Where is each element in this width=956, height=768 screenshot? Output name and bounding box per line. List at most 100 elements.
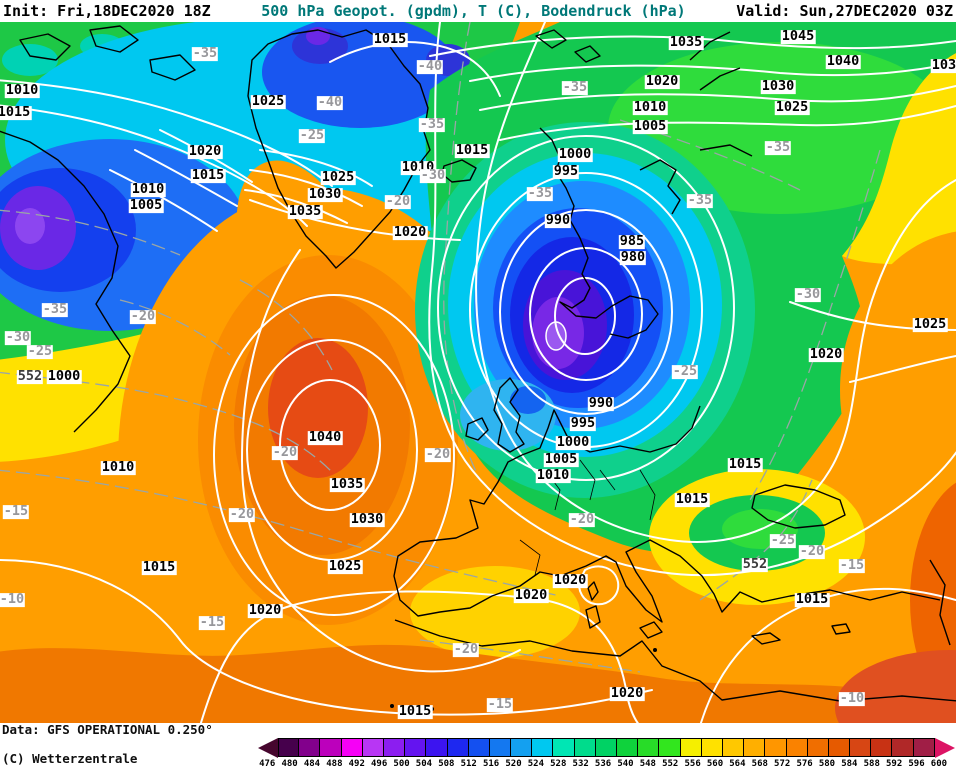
pressure-label: 995 (569, 415, 597, 432)
temperature-label: -20 (798, 543, 826, 560)
colorbar-tick: 492 (348, 759, 365, 768)
temperature-label: -35 (526, 185, 554, 202)
colorbar-tick-labels: 476 480 484 488 492 496 500 504 508 512 516 520 524 5… (256, 759, 950, 768)
pressure-label: 1015 (0, 105, 32, 120)
temperature-label: -35 (418, 116, 446, 133)
pressure-label: 1010 (100, 459, 136, 476)
colorbar-box (786, 738, 808, 757)
temperature-label: -40 (416, 58, 444, 75)
pressure-label: 1015 (190, 167, 226, 184)
pressure-label: 1015 (397, 703, 433, 720)
temperature-label: -20 (129, 308, 157, 325)
colorbar-box (341, 738, 363, 757)
temperature-label: -20 (424, 446, 452, 463)
colorbar-box (638, 738, 660, 757)
colorbar-tick: 508 (438, 759, 455, 768)
colorbar-box (447, 738, 469, 757)
colorbar-boxes (278, 738, 935, 757)
pressure-label: 1005 (128, 197, 164, 214)
temperature-label: -20 (228, 506, 256, 523)
pressure-label: 1025 (250, 93, 286, 110)
pressure-label: 1010 (130, 181, 166, 198)
credits: Data: GFS OPERATIONAL 0.250° (C) Wetterz… (2, 722, 213, 768)
colorbar-box (828, 738, 851, 757)
temperature-label: -10 (0, 591, 26, 608)
colorbar-tick: 552 (662, 759, 679, 768)
colorbar-box (511, 738, 533, 757)
pressure-label: 1025 (327, 558, 363, 575)
pressure-label: 1000 (46, 368, 82, 385)
colorbar-box (299, 738, 321, 757)
footer: Data: GFS OPERATIONAL 0.250° (C) Wetterz… (0, 722, 956, 768)
colorbar-tick: 540 (617, 759, 634, 768)
geopotential-label: 552 (741, 556, 769, 573)
colorbar-box (617, 738, 639, 757)
temperature-label: -40 (316, 94, 344, 111)
pressure-label: 1005 (543, 451, 579, 468)
colorbar (258, 737, 955, 758)
pressure-label: 1010 (4, 82, 40, 99)
colorbar-box (405, 738, 427, 757)
colorbar-box (722, 738, 745, 757)
colorbar-box (807, 738, 829, 757)
colorbar-left-arrow-icon (258, 737, 278, 758)
colorbar-box (850, 738, 872, 757)
colorbar-tick: 516 (482, 759, 500, 768)
pressure-label: 1015 (372, 31, 408, 48)
init-time-label: Init: Fri,18DEC2020 18Z (3, 2, 211, 20)
pressure-label: 980 (619, 249, 647, 266)
colorbar-tick: 592 (886, 759, 903, 768)
pressure-label: 1015 (454, 142, 490, 159)
colorbar-tick: 480 (281, 759, 298, 768)
colorbar-box (426, 738, 448, 757)
pressure-label: 1045 (780, 28, 816, 45)
colorbar-box (595, 738, 617, 757)
colorbar-tick: 488 (326, 759, 343, 768)
pressure-label: 990 (544, 212, 572, 229)
colorbar-tick: 588 (863, 759, 880, 768)
pressure-label: 1015 (794, 591, 830, 608)
colorbar-box (659, 738, 681, 757)
temperature-label: -35 (764, 139, 792, 156)
colorbar-box (383, 738, 406, 757)
colorbar-box (278, 738, 300, 757)
temperature-label: -35 (41, 301, 69, 318)
temperature-label: -20 (568, 511, 596, 528)
colorbar-tick: 556 (684, 759, 701, 768)
colorbar-box (744, 738, 766, 757)
temperature-label: -25 (26, 343, 54, 360)
colorbar-tick: 496 (371, 759, 388, 768)
colorbar-box (532, 738, 554, 757)
temperature-label: -25 (769, 532, 797, 549)
colorbar-right-arrow-icon (934, 737, 955, 758)
pressure-label: 1020 (247, 602, 283, 619)
colorbar-tick: 548 (639, 759, 656, 768)
colorbar-tick: 564 (729, 759, 746, 768)
colorbar-box (913, 738, 935, 757)
temperature-label: -30 (4, 329, 32, 346)
temperature-label: -25 (671, 363, 699, 380)
colorbar-tick: 484 (303, 759, 321, 768)
temperature-label: -20 (271, 444, 299, 461)
colorbar-tick: 512 (460, 759, 477, 768)
pressure-label: 1015 (727, 456, 763, 473)
colorbar-box (468, 738, 490, 757)
colorbar-tick: 568 (751, 759, 768, 768)
temperature-label: -30 (419, 167, 447, 184)
pressure-label: 1015 (141, 559, 177, 576)
colorbar-tick: 560 (706, 759, 724, 768)
pressure-label: 1025 (320, 169, 356, 186)
temperature-label: -35 (686, 192, 714, 209)
colorbar-tick: 532 (572, 759, 589, 768)
temperature-label: -25 (298, 127, 326, 144)
colorbar-box (765, 738, 787, 757)
temperature-label: -30 (794, 286, 822, 303)
colorbar-box (489, 738, 512, 757)
temperature-label: -20 (452, 641, 480, 658)
colorbar-box (362, 738, 384, 757)
weather-map: 1015 1010 1015 1025 1035 1045 1040 1020 1030 1030… (0, 22, 956, 724)
colorbar-tick: 524 (527, 759, 545, 768)
pressure-label: 1015 (674, 491, 710, 508)
pressure-label: 1035 (668, 34, 704, 51)
